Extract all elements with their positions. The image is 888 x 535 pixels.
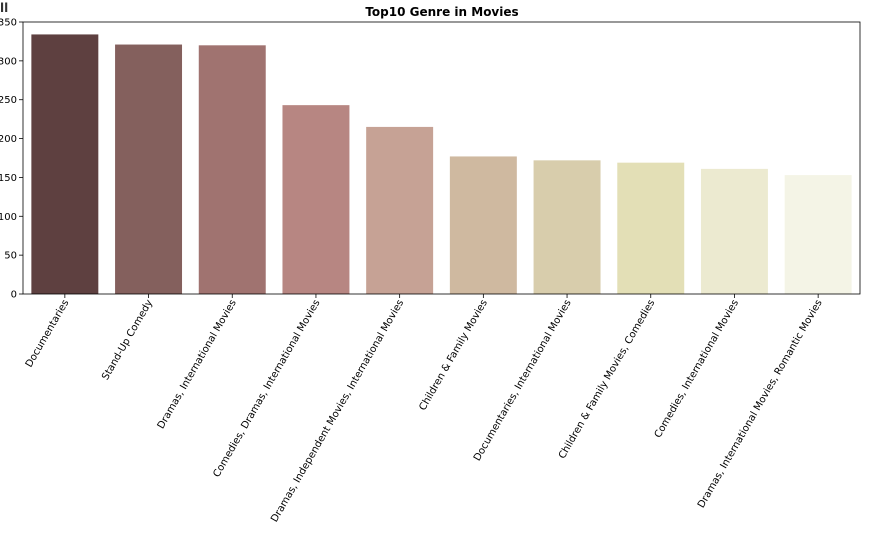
y-tick-label: 100 (0, 212, 17, 223)
bar (366, 126, 434, 294)
y-tick-label: 250 (0, 95, 17, 106)
x-tick-label: Children & Family Movies, Comedies (557, 298, 657, 461)
bar (282, 105, 350, 295)
bar (31, 34, 99, 295)
x-tick-label: Stand-Up Comedy (100, 298, 155, 382)
y-tick-label: 0 (11, 290, 17, 301)
plot-area: 0 50 100 150 200 250 300 350 Documentaries Stand-… (0, 18, 861, 524)
y-tick-label: 350 (0, 18, 17, 29)
bar (533, 160, 601, 294)
y-tick-label: 150 (0, 173, 17, 184)
y-tick-label: 200 (0, 134, 17, 145)
bar (700, 168, 768, 294)
x-tick-label: Dramas, Independent Movies, Internationa… (269, 298, 406, 524)
x-tick-label: Comedies, Dramas, International Movies (212, 298, 323, 479)
bar (784, 175, 852, 294)
chart-title: Top10 Genre in Movies (365, 5, 518, 19)
x-tick-label: Documentaries (24, 298, 72, 369)
x-tick-label: Dramas, International Movies (156, 298, 239, 431)
y-tick-label: 300 (0, 56, 17, 67)
bar (198, 45, 266, 295)
bar (115, 44, 183, 294)
bar (617, 162, 685, 294)
corner-glyph: ll (0, 1, 9, 15)
x-tick-label: Children & Family Movies (417, 298, 489, 413)
x-tick-label: Comedies, International Movies (653, 298, 741, 440)
plot-frame (22, 21, 861, 295)
bar (449, 156, 517, 294)
x-tick-label: Documentaries, International Movies (472, 298, 574, 463)
y-tick-label: 50 (4, 251, 17, 262)
